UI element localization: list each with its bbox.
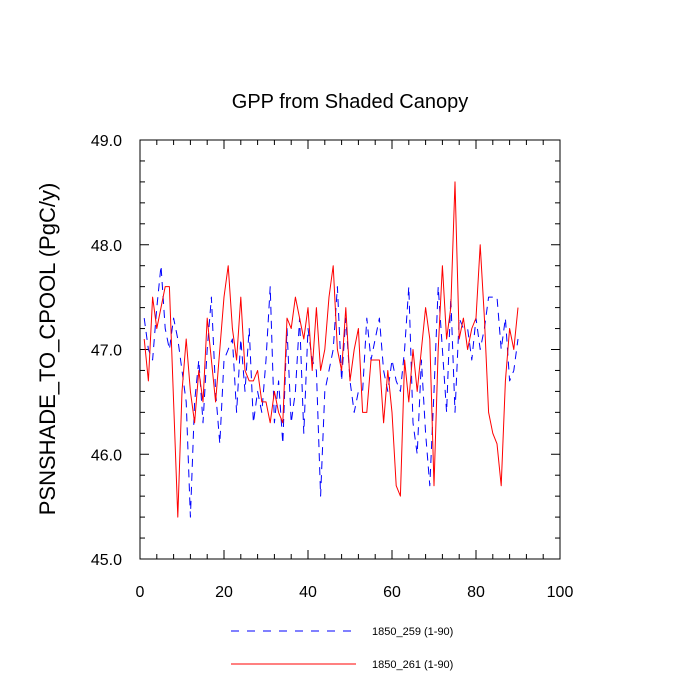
x-tick-label: 60: [383, 584, 401, 601]
axis-ticks: [139, 139, 561, 560]
legend-label-1: 1850_259 (1-90): [372, 626, 453, 638]
series-lines: [143, 181, 519, 518]
y-tick-label: 46.0: [91, 447, 122, 464]
x-tick-label: 20: [215, 584, 233, 601]
series-line-2: [143, 181, 519, 518]
legend-label-2: 1850_261 (1-90): [372, 659, 453, 671]
chart-title: GPP from Shaded Canopy: [232, 91, 468, 113]
x-tick-label: 0: [136, 584, 145, 601]
y-tick-label: 48.0: [91, 238, 122, 255]
y-tick-label: 49.0: [91, 133, 122, 150]
x-tick-label: 40: [299, 584, 317, 601]
tick-labels: 0 20 40 60 80 100 45.0 46.0 47.0 48.0 49.0: [91, 133, 574, 601]
legend: 1850_259 (1-90) 1850_261 (1-90): [231, 626, 453, 671]
y-tick-label: 45.0: [91, 552, 122, 569]
x-tick-label: 100: [547, 584, 574, 601]
plot-frame: [139, 139, 561, 560]
series-line-1: [143, 265, 519, 518]
y-axis-label: PSNSHADE_TO_CPOOL (PgC/y): [35, 183, 60, 516]
x-tick-label: 80: [467, 584, 485, 601]
y-tick-label: 47.0: [91, 343, 122, 360]
